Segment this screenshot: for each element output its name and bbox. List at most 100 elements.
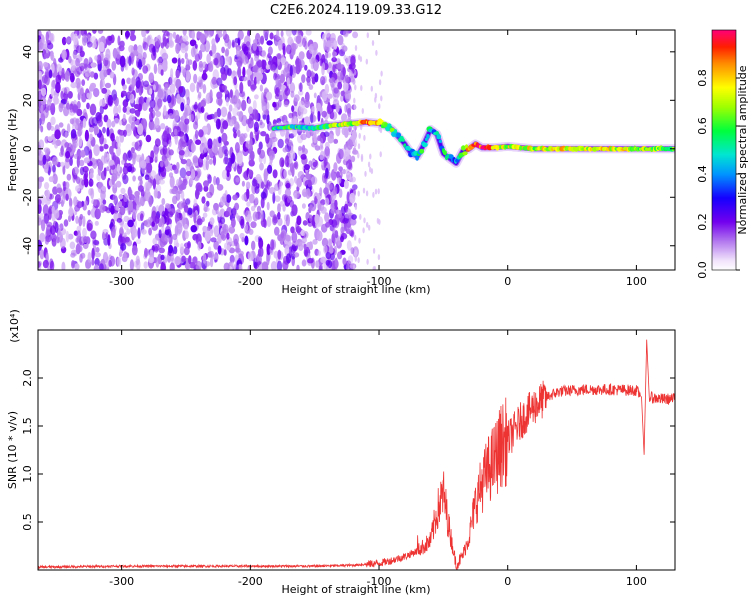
noise-blob <box>82 215 86 228</box>
noise-blob <box>125 127 132 137</box>
noise-blob <box>364 170 367 177</box>
noise-blob <box>241 180 245 187</box>
noise-blob <box>213 202 219 211</box>
noise-blob <box>172 195 178 205</box>
noise-blob <box>261 101 268 113</box>
noise-blob <box>168 244 174 254</box>
noise-blob <box>242 76 248 82</box>
noise-blob <box>178 176 182 187</box>
noise-blob <box>172 31 177 39</box>
noise-blob <box>100 190 106 201</box>
noise-blob <box>317 135 322 142</box>
noise-blob <box>138 84 143 96</box>
noise-blob <box>350 247 355 255</box>
noise-blob <box>149 99 156 109</box>
noise-blob <box>301 237 307 244</box>
noise-blob <box>111 226 116 239</box>
noise-blob <box>336 209 340 215</box>
noise-blob <box>352 147 357 155</box>
noise-blob <box>351 130 358 141</box>
noise-blob <box>348 64 353 70</box>
noise-blob <box>324 212 330 223</box>
noise-blob <box>298 100 305 113</box>
noise-blob <box>258 141 263 150</box>
noise-blob <box>51 164 56 173</box>
noise-blob <box>185 170 192 177</box>
noise-blob <box>130 147 135 153</box>
noise-blob <box>291 204 298 217</box>
noise-blob <box>216 91 223 100</box>
noise-blob <box>245 181 251 190</box>
noise-blob <box>43 213 50 224</box>
noise-blob <box>76 66 83 75</box>
noise-blob <box>95 210 99 218</box>
noise-blob <box>164 83 169 91</box>
noise-blob <box>144 174 150 181</box>
x-tick-label: -100 <box>367 275 392 288</box>
noise-blob <box>93 87 100 98</box>
noise-blob <box>367 161 371 168</box>
noise-blob <box>56 187 63 194</box>
noise-blob <box>203 141 209 153</box>
noise-blob <box>122 252 127 259</box>
colorbar-ticks: 0.0 0.2 0.4 0.6 0.8 <box>696 69 740 279</box>
noise-blob <box>359 56 363 63</box>
noise-blob <box>373 265 376 270</box>
noise-blob <box>109 160 115 166</box>
noise-blob <box>133 44 138 53</box>
noise-blob <box>325 251 332 260</box>
noise-blob <box>242 55 249 65</box>
noise-blob <box>151 221 155 227</box>
noise-blob <box>72 103 78 114</box>
noise-blob <box>41 74 48 84</box>
noise-blob <box>127 219 134 228</box>
noise-blob <box>236 111 243 117</box>
noise-blob <box>357 143 361 150</box>
noise-blob <box>154 151 158 161</box>
noise-blob <box>305 171 310 179</box>
noise-blob <box>61 36 67 46</box>
noise-blob <box>180 102 185 112</box>
noise-blob <box>279 73 286 84</box>
noise-blob <box>54 142 59 149</box>
noise-blob <box>238 91 245 98</box>
noise-blob <box>55 74 62 85</box>
noise-blob <box>327 61 332 69</box>
noise-blob <box>89 82 97 90</box>
noise-blob <box>325 221 331 228</box>
spectrogram-noise <box>38 30 383 270</box>
noise-blob <box>123 232 127 239</box>
noise-blob <box>306 69 312 78</box>
noise-blob <box>99 69 106 81</box>
noise-blob <box>312 161 317 168</box>
noise-blob <box>44 238 50 245</box>
noise-blob <box>352 31 359 39</box>
noise-blob <box>160 69 164 76</box>
noise-blob <box>237 30 244 41</box>
noise-blob <box>346 103 352 114</box>
noise-blob <box>116 140 122 149</box>
noise-blob <box>133 50 138 56</box>
noise-blob <box>61 261 66 270</box>
noise-blob <box>270 261 278 270</box>
noise-blob <box>207 138 213 150</box>
noise-blob <box>38 144 42 156</box>
noise-blob <box>89 133 93 141</box>
noise-blob <box>119 226 124 236</box>
noise-blob <box>320 137 324 149</box>
noise-blob <box>88 56 92 63</box>
noise-blob <box>208 246 212 253</box>
noise-blob <box>119 55 126 68</box>
noise-blob <box>98 41 105 52</box>
noise-blob <box>340 235 344 243</box>
noise-blob <box>247 98 252 105</box>
noise-blob <box>65 37 71 44</box>
noise-blob <box>228 104 233 112</box>
noise-blob <box>267 164 273 174</box>
noise-blob <box>185 262 191 270</box>
noise-blob <box>180 182 187 190</box>
noise-blob <box>329 77 336 88</box>
noise-blob <box>235 262 239 270</box>
noise-blob <box>122 165 129 175</box>
